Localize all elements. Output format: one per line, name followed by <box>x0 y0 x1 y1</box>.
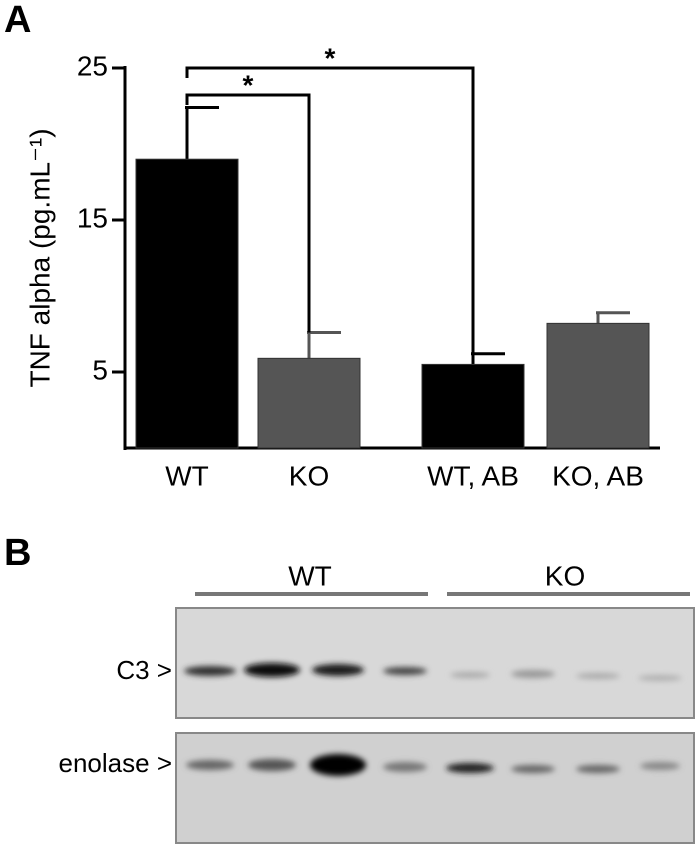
band <box>383 667 427 675</box>
bar <box>546 322 650 449</box>
band <box>640 762 680 770</box>
group-label: KO <box>545 560 585 591</box>
band <box>244 663 300 677</box>
bands <box>184 663 682 776</box>
band <box>576 765 620 773</box>
row-label: enolase > <box>59 748 172 778</box>
y-tick-label: 25 <box>77 50 108 81</box>
band <box>184 666 236 676</box>
significance-label: * <box>325 42 336 73</box>
band <box>186 760 234 770</box>
y-tick-label: 15 <box>77 202 108 233</box>
row-label: C3 > <box>116 655 172 685</box>
bar <box>421 363 525 449</box>
x-tick-label: WT, AB <box>427 460 519 491</box>
significance-bracket <box>185 66 475 354</box>
group-label: WT <box>288 560 332 591</box>
x-tick-label: WT <box>165 460 209 491</box>
panel-label: B <box>4 532 31 574</box>
significance-bracket <box>185 93 311 333</box>
y-tick-label: 5 <box>92 354 108 385</box>
significance-label: * <box>243 69 254 100</box>
band <box>511 765 555 773</box>
band <box>450 672 490 678</box>
panel-label: A <box>4 0 31 41</box>
blot <box>175 607 695 719</box>
bar <box>257 357 361 449</box>
band <box>383 762 427 772</box>
band <box>248 759 296 771</box>
bar <box>135 158 239 449</box>
x-tick-label: KO, AB <box>552 460 644 491</box>
band <box>446 763 494 773</box>
y-axis-label: TNF alpha (pg.mL⁻¹) <box>24 128 55 387</box>
band <box>312 664 364 676</box>
band <box>511 670 555 678</box>
band <box>576 673 620 679</box>
band <box>638 675 682 681</box>
x-tick-label: KO <box>289 460 329 491</box>
band <box>310 754 366 776</box>
blot <box>175 732 695 844</box>
